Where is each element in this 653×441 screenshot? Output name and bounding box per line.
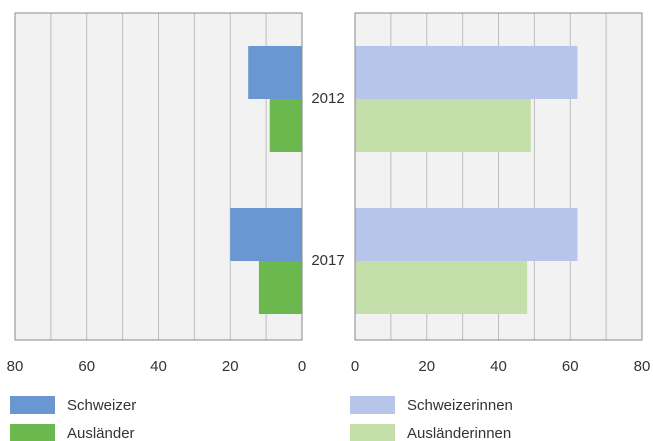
x-tick-label: 0: [298, 358, 306, 375]
bar: [248, 46, 302, 99]
x-tick-label: 80: [634, 358, 651, 375]
x-tick-label: 80: [7, 358, 24, 375]
bar: [355, 99, 531, 152]
x-tick-label: 60: [78, 358, 95, 375]
plot-border: [14, 12, 303, 341]
bar: [230, 208, 302, 261]
category-label: 2012: [311, 90, 344, 107]
legend-swatch: [10, 396, 55, 414]
plot-border: [354, 12, 643, 341]
category-label: 2017: [311, 252, 344, 269]
legend-label: Schweizerinnen: [407, 397, 513, 414]
x-tick-label: 0: [351, 358, 359, 375]
legend-label: Ausländerinnen: [407, 425, 511, 441]
bar: [355, 46, 578, 99]
bar: [269, 99, 302, 152]
legend-swatch: [10, 424, 55, 441]
bar: [355, 208, 578, 261]
x-tick-label: 60: [562, 358, 579, 375]
x-tick-label: 40: [490, 358, 507, 375]
bar: [258, 261, 302, 314]
legend-swatch: [350, 396, 395, 414]
legend-label: Schweizer: [67, 397, 136, 414]
bar: [355, 261, 528, 314]
x-tick-label: 20: [418, 358, 435, 375]
legend-swatch: [350, 424, 395, 441]
x-tick-label: 20: [222, 358, 239, 375]
x-tick-label: 40: [150, 358, 167, 375]
legend-label: Ausländer: [67, 425, 135, 441]
